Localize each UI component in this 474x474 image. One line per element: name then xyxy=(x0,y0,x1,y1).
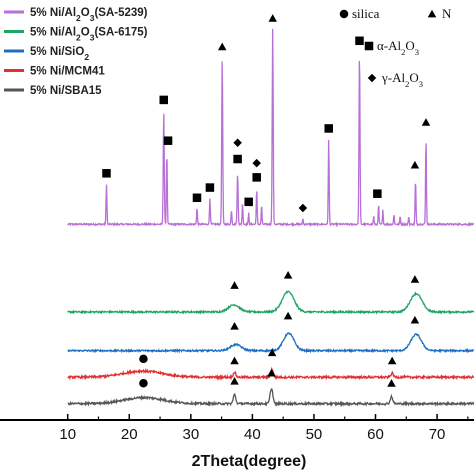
peak-marker-triangle-22 xyxy=(283,311,293,320)
peak-marker-triangle-27 xyxy=(387,356,397,365)
legend-marker-triangle xyxy=(427,9,437,18)
legend-label-0: 5% Ni/Al2O3(SA-5239) xyxy=(30,7,148,23)
legend-marker-square xyxy=(364,41,374,51)
peak-marker-triangle-16 xyxy=(410,160,420,169)
x-axis: 10 20 30 40 50 60 70 xyxy=(0,414,474,443)
series-line-0 xyxy=(67,28,474,228)
peak-marker-triangle-25 xyxy=(230,356,239,365)
peak-marker-square-15 xyxy=(373,189,382,198)
x-tick-label-1: 20 xyxy=(121,426,138,443)
marker-legend-label-3: γ-Al2O3 xyxy=(381,70,423,89)
legend-label-3: 5% Ni/MCM41 xyxy=(30,66,105,78)
legend-label-1: 5% Ni/Al2O3(SA-6175) xyxy=(30,27,148,43)
peak-marker-diamond-9 xyxy=(252,158,261,168)
series-line-2 xyxy=(67,332,474,354)
peak-marker-triangle-23 xyxy=(410,315,420,324)
peak-marker-triangle-31 xyxy=(387,379,396,387)
peak-marker-square-0 xyxy=(102,169,111,178)
peak-marker-triangle-20 xyxy=(410,275,420,283)
peak-markers xyxy=(102,14,431,388)
peak-marker-triangle-21 xyxy=(230,321,239,330)
legend-marker-diamond xyxy=(367,73,377,83)
peak-marker-triangle-18 xyxy=(230,281,239,289)
peak-marker-square-14 xyxy=(355,36,364,46)
peak-marker-triangle-30 xyxy=(267,368,276,377)
peak-marker-square-1 xyxy=(159,95,168,105)
peak-marker-triangle-19 xyxy=(283,270,293,279)
peak-marker-square-10 xyxy=(252,173,261,182)
x-tick-label-3: 40 xyxy=(244,426,261,443)
peak-marker-triangle-5 xyxy=(217,42,227,51)
series-line-1 xyxy=(67,290,474,315)
marker-legend-label-2: α-Al2O3 xyxy=(377,38,419,57)
peak-marker-triangle-26 xyxy=(267,348,277,357)
peak-marker-square-8 xyxy=(244,197,253,207)
legend-label-4: 5% Ni/SBA15 xyxy=(30,85,102,97)
marker-legend-label-1: N xyxy=(442,6,452,21)
peak-marker-square-7 xyxy=(233,154,242,164)
peak-marker-circle-24 xyxy=(139,354,148,364)
peak-marker-diamond-6 xyxy=(233,138,242,147)
peak-marker-triangle-17 xyxy=(421,118,431,126)
legend-label-2: 5% Ni/SiO2 xyxy=(30,46,89,62)
peak-marker-diamond-12 xyxy=(298,203,308,213)
x-axis-title: 2Theta(degree) xyxy=(192,453,307,470)
peak-marker-square-3 xyxy=(192,193,202,203)
series-legend: 5% Ni/Al2O3(SA-5239) 5% Ni/Al2O3(SA-6175)… xyxy=(4,7,148,97)
peak-marker-triangle-11 xyxy=(268,14,277,22)
x-tick-label-0: 10 xyxy=(59,426,76,443)
marker-legend: silica Nα-Al2O3 γ-Al2O3 xyxy=(339,6,452,89)
x-tick-label-4: 50 xyxy=(306,426,323,443)
peak-marker-triangle-29 xyxy=(230,377,239,385)
legend-marker-circle xyxy=(339,9,349,19)
peak-marker-circle-28 xyxy=(139,379,148,388)
peak-marker-square-13 xyxy=(324,124,333,133)
series-line-4 xyxy=(67,388,474,408)
peak-marker-square-4 xyxy=(205,183,215,192)
series-layer xyxy=(67,28,474,408)
x-tick-label-6: 70 xyxy=(429,426,446,443)
x-tick-label-2: 30 xyxy=(182,426,199,443)
x-tick-label-5: 60 xyxy=(367,426,384,443)
peak-marker-square-2 xyxy=(163,136,173,145)
marker-legend-label-0: silica xyxy=(352,6,380,21)
